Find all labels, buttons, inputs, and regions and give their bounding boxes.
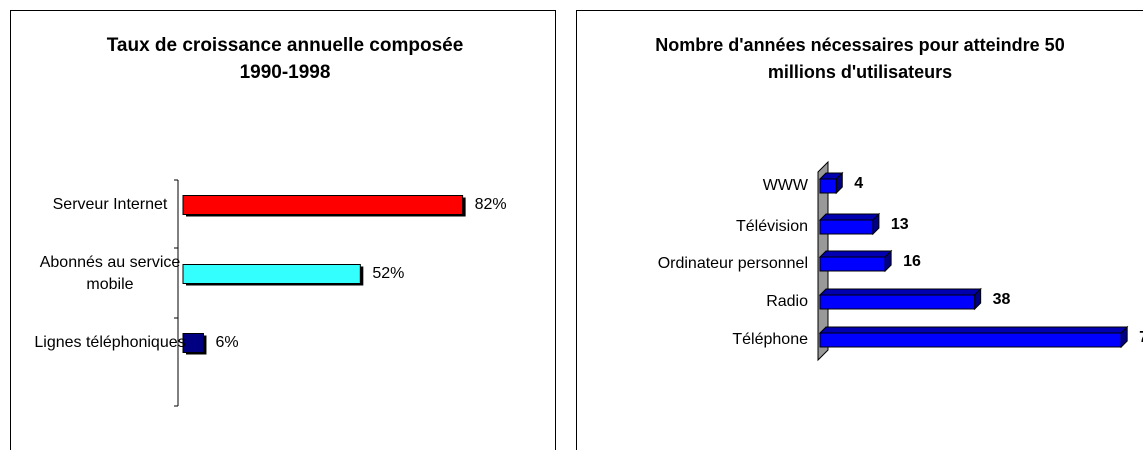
value-label: 52% <box>372 265 404 282</box>
value-label: 4 <box>854 175 863 192</box>
value-label: 16 <box>903 253 921 270</box>
category-label: Radio <box>766 293 808 310</box>
category-label: WWW <box>762 177 808 194</box>
chart-title: Taux de croissance annuelle composée 199… <box>106 35 464 83</box>
right-panel <box>576 10 1143 450</box>
bar <box>182 195 464 215</box>
left-panel <box>10 10 556 450</box>
value-label: 38 <box>993 291 1011 308</box>
bar <box>819 256 886 272</box>
bar-top <box>818 213 881 221</box>
value-label: 82% <box>475 196 507 213</box>
value-label: 13 <box>891 216 909 233</box>
value-label: 6% <box>215 334 238 351</box>
bar-top <box>818 250 893 258</box>
bar-top <box>818 288 982 296</box>
bar <box>819 178 837 194</box>
chart-title: Nombre d'années nécessaires pour atteind… <box>655 35 1065 82</box>
value-label: 74 <box>1139 329 1143 346</box>
bar <box>819 332 1122 348</box>
bar <box>819 294 976 310</box>
category-label: Serveur Internet <box>52 196 168 213</box>
bar <box>819 219 874 235</box>
category-label: Télévision <box>735 218 808 235</box>
bar-top <box>818 326 1129 334</box>
bar <box>182 264 361 284</box>
category-label: Lignes téléphoniques <box>34 334 186 351</box>
category-label: Abonnés au service mobile <box>39 254 181 293</box>
category-label: Ordinateur personnel <box>657 255 808 272</box>
bar <box>182 333 204 353</box>
category-label: Téléphone <box>732 331 808 348</box>
